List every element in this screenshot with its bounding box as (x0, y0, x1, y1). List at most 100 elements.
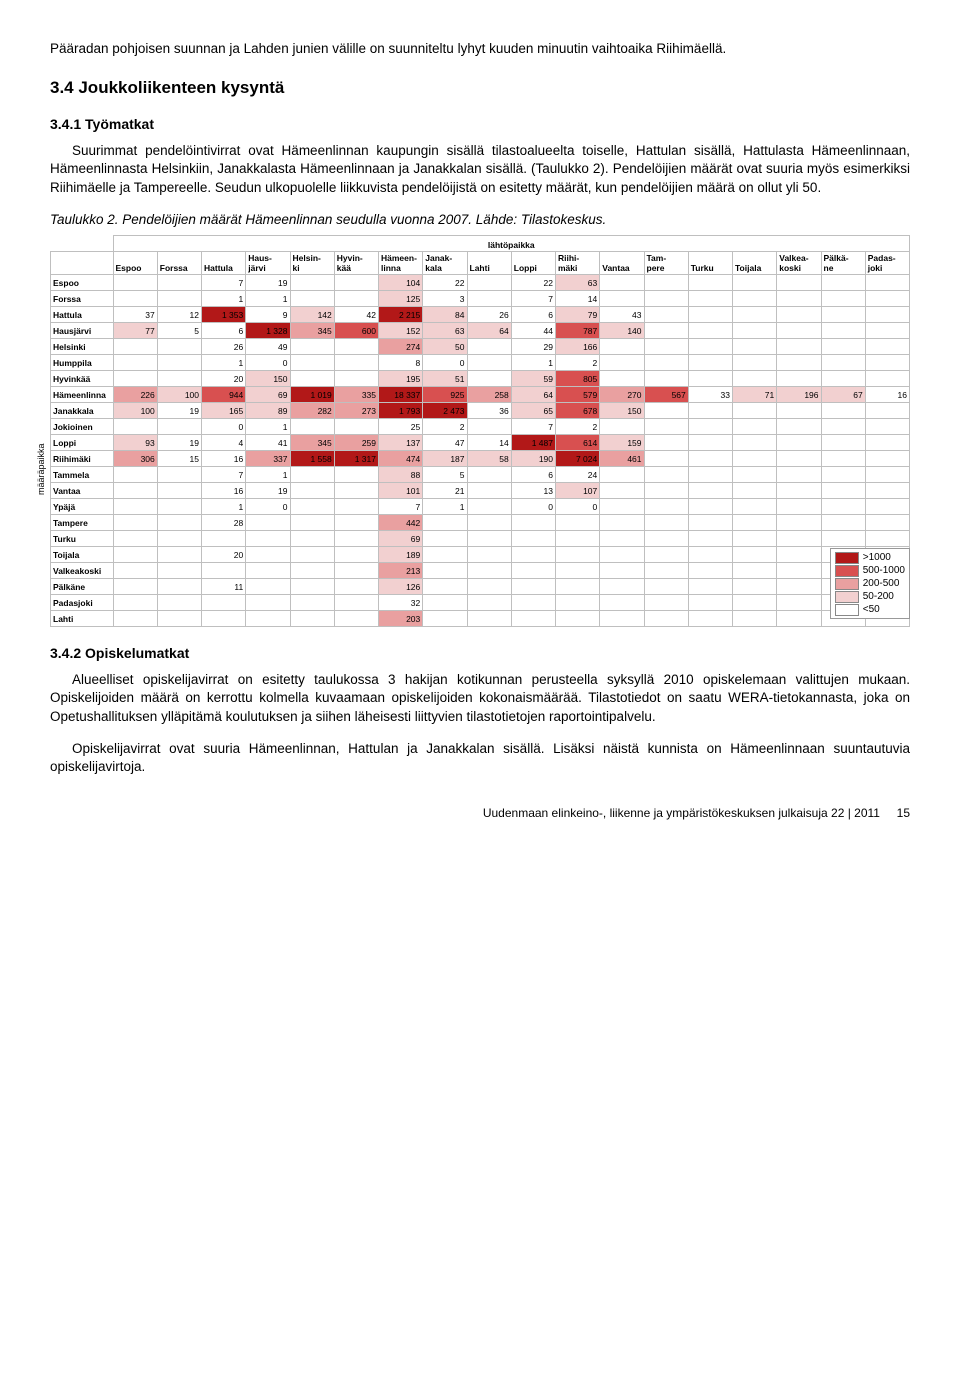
matrix-cell (821, 355, 865, 371)
matrix-cell: 6 (511, 467, 555, 483)
matrix-cell: 7 024 (556, 451, 600, 467)
matrix-cell (644, 339, 688, 355)
matrix-cell: 12 (157, 307, 201, 323)
matrix-cell (865, 275, 909, 291)
matrix-cell (334, 339, 378, 355)
matrix-cell: 49 (246, 339, 290, 355)
matrix-cell (290, 579, 334, 595)
matrix-cell (733, 403, 777, 419)
matrix-cell (600, 355, 644, 371)
matrix-cell: 20 (202, 371, 246, 387)
matrix-cell (688, 307, 732, 323)
matrix-cell (733, 323, 777, 339)
matrix-cell (644, 531, 688, 547)
matrix-cell: 101 (379, 483, 423, 499)
matrix-cell (821, 467, 865, 483)
column-header: Padas-joki (865, 252, 909, 275)
matrix-cell (246, 563, 290, 579)
matrix-cell (688, 611, 732, 627)
matrix-cell (600, 275, 644, 291)
matrix-cell: 16 (865, 387, 909, 403)
legend: >1000500-1000200-50050-200<50 (830, 548, 910, 619)
column-header: Hattula (202, 252, 246, 275)
column-header: Toijala (733, 252, 777, 275)
matrix-cell (290, 339, 334, 355)
matrix-cell (157, 547, 201, 563)
matrix-cell (777, 563, 821, 579)
matrix-cell (600, 563, 644, 579)
matrix-cell (821, 435, 865, 451)
matrix-cell (865, 483, 909, 499)
matrix-cell (600, 467, 644, 483)
column-header: Valkea-koski (777, 252, 821, 275)
matrix-cell: 88 (379, 467, 423, 483)
matrix-cell (733, 515, 777, 531)
matrix-cell (556, 531, 600, 547)
matrix-cell (600, 339, 644, 355)
matrix-cell: 474 (379, 451, 423, 467)
matrix-cell (733, 371, 777, 387)
matrix-cell (290, 547, 334, 563)
legend-swatch (835, 578, 859, 590)
matrix-cell: 1 019 (290, 387, 334, 403)
matrix-cell: 104 (379, 275, 423, 291)
matrix-cell (467, 611, 511, 627)
matrix-cell (334, 291, 378, 307)
legend-label: >1000 (863, 551, 891, 564)
matrix-cell: 16 (202, 451, 246, 467)
matrix-cell: 196 (777, 387, 821, 403)
matrix-cell (777, 531, 821, 547)
matrix-cell (777, 371, 821, 387)
matrix-cell (334, 611, 378, 627)
matrix-cell: 69 (246, 387, 290, 403)
matrix-cell: 28 (202, 515, 246, 531)
row-header: Forssa (51, 291, 114, 307)
matrix-cell: 345 (290, 435, 334, 451)
matrix-cell (688, 403, 732, 419)
matrix-cell (290, 291, 334, 307)
matrix-cell (157, 515, 201, 531)
matrix-cell: 7 (511, 291, 555, 307)
row-header: Tammela (51, 467, 114, 483)
matrix-cell (688, 419, 732, 435)
column-header: Lahti (467, 252, 511, 275)
matrix-cell (113, 595, 157, 611)
matrix-cell (467, 515, 511, 531)
matrix-cell (600, 419, 644, 435)
matrix-cell (423, 611, 467, 627)
matrix-cell (290, 499, 334, 515)
matrix-cell: 21 (423, 483, 467, 499)
matrix-cell (777, 547, 821, 563)
matrix-cell (467, 579, 511, 595)
matrix-cell: 29 (511, 339, 555, 355)
matrix-cell (334, 563, 378, 579)
legend-label: 50-200 (863, 590, 894, 603)
matrix-cell (688, 579, 732, 595)
matrix-cell (467, 371, 511, 387)
matrix-cell: 7 (379, 499, 423, 515)
matrix-cell: 600 (334, 323, 378, 339)
matrix-cell (821, 371, 865, 387)
matrix-cell (157, 611, 201, 627)
matrix-cell (334, 531, 378, 547)
matrix-cell (777, 499, 821, 515)
matrix-cell (821, 275, 865, 291)
matrix-cell (423, 595, 467, 611)
matrix-cell: 3 (423, 291, 467, 307)
matrix-cell (688, 275, 732, 291)
matrix-cell (865, 451, 909, 467)
column-header: Turku (688, 252, 732, 275)
matrix-cell: 13 (511, 483, 555, 499)
matrix-cell: 32 (379, 595, 423, 611)
matrix-cell (733, 355, 777, 371)
matrix-cell (157, 563, 201, 579)
matrix-cell (246, 611, 290, 627)
matrix-cell (733, 451, 777, 467)
matrix-cell: 787 (556, 323, 600, 339)
matrix-cell (688, 323, 732, 339)
matrix-cell: 579 (556, 387, 600, 403)
matrix-cell (865, 499, 909, 515)
matrix-cell: 273 (334, 403, 378, 419)
matrix-cell (644, 403, 688, 419)
matrix-cell: 2 (556, 419, 600, 435)
